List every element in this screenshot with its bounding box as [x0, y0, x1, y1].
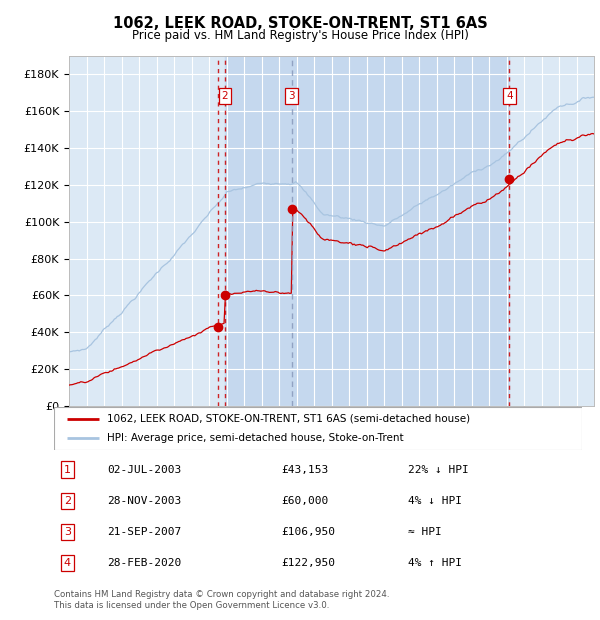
Text: Contains HM Land Registry data © Crown copyright and database right 2024.: Contains HM Land Registry data © Crown c… [54, 590, 389, 600]
Text: ≈ HPI: ≈ HPI [408, 527, 442, 537]
Text: This data is licensed under the Open Government Licence v3.0.: This data is licensed under the Open Gov… [54, 601, 329, 611]
Text: 1062, LEEK ROAD, STOKE-ON-TRENT, ST1 6AS (semi-detached house): 1062, LEEK ROAD, STOKE-ON-TRENT, ST1 6AS… [107, 414, 470, 423]
Text: 28-FEB-2020: 28-FEB-2020 [107, 558, 181, 569]
FancyBboxPatch shape [54, 407, 582, 450]
Bar [292, 56, 509, 406]
Text: 22% ↓ HPI: 22% ↓ HPI [408, 464, 469, 474]
Text: 3: 3 [288, 91, 295, 101]
Text: 2: 2 [221, 91, 228, 101]
Text: £122,950: £122,950 [281, 558, 335, 569]
Text: 1062, LEEK ROAD, STOKE-ON-TRENT, ST1 6AS: 1062, LEEK ROAD, STOKE-ON-TRENT, ST1 6AS [113, 16, 487, 30]
Text: 4: 4 [64, 558, 71, 569]
Text: £43,153: £43,153 [281, 464, 328, 474]
Text: 02-JUL-2003: 02-JUL-2003 [107, 464, 181, 474]
Text: 2: 2 [64, 496, 71, 506]
Text: 21-SEP-2007: 21-SEP-2007 [107, 527, 181, 537]
Text: HPI: Average price, semi-detached house, Stoke-on-Trent: HPI: Average price, semi-detached house,… [107, 433, 403, 443]
Text: Price paid vs. HM Land Registry's House Price Index (HPI): Price paid vs. HM Land Registry's House … [131, 29, 469, 42]
Text: £60,000: £60,000 [281, 496, 328, 506]
Text: £106,950: £106,950 [281, 527, 335, 537]
Text: 4% ↑ HPI: 4% ↑ HPI [408, 558, 462, 569]
Text: 3: 3 [64, 527, 71, 537]
Text: 4% ↓ HPI: 4% ↓ HPI [408, 496, 462, 506]
Text: 4: 4 [506, 91, 512, 101]
Text: 1: 1 [64, 464, 71, 474]
Text: 28-NOV-2003: 28-NOV-2003 [107, 496, 181, 506]
Bar [225, 56, 292, 406]
